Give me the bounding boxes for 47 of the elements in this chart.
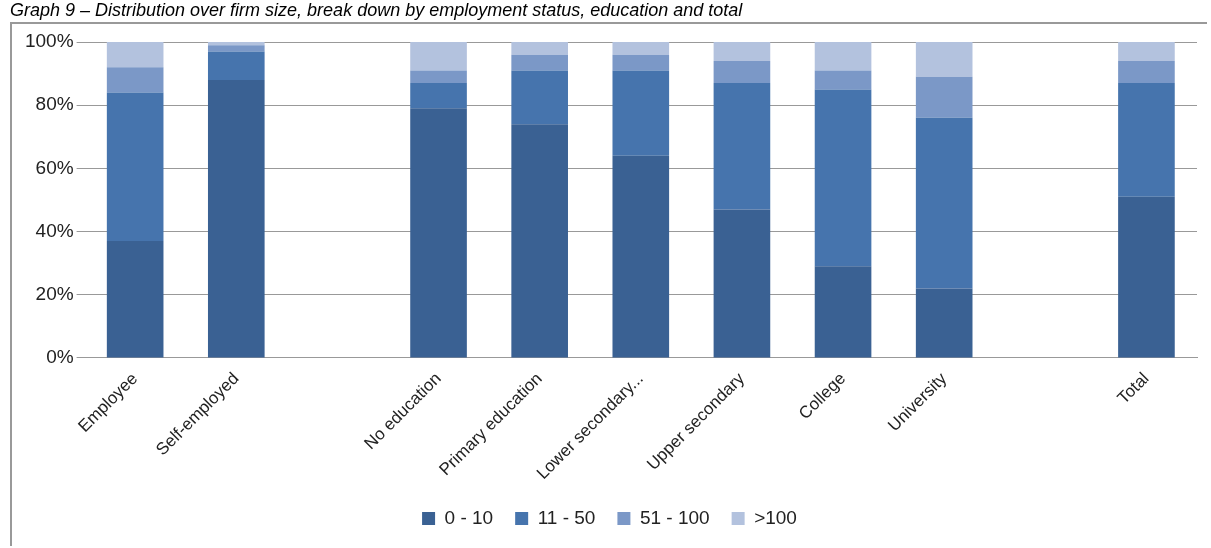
bar — [511, 54, 568, 71]
chart-title: Graph 9 – Distribution over firm size, break down by employment status, education and total — [9, 0, 744, 20]
bar — [511, 70, 568, 125]
bar — [1118, 196, 1175, 358]
bar — [410, 42, 467, 71]
bar — [814, 70, 872, 90]
bar — [410, 83, 467, 109]
y-tick-label: 0% — [46, 346, 74, 368]
bar — [713, 209, 771, 358]
legend-label: >100 — [754, 506, 797, 528]
bar — [612, 42, 670, 55]
legend-label: 51 - 100 — [639, 506, 710, 528]
bar — [612, 54, 670, 71]
bar — [511, 42, 568, 55]
bar — [106, 241, 164, 358]
y-tick-label: 100% — [24, 30, 74, 52]
bar — [207, 45, 265, 52]
bar — [915, 117, 973, 289]
y-tick-label: 80% — [35, 93, 74, 115]
bar — [1118, 60, 1175, 84]
bar — [106, 42, 164, 68]
legend-label: 0 - 10 — [444, 506, 494, 528]
legend-label: 11 - 50 — [537, 506, 596, 528]
y-tick-label: 40% — [35, 219, 74, 241]
bar — [814, 266, 872, 358]
bar — [1118, 83, 1175, 197]
bar — [106, 92, 164, 242]
bar — [915, 76, 973, 118]
bar — [915, 288, 973, 358]
bar — [207, 51, 265, 80]
bar — [612, 155, 670, 358]
bar — [713, 42, 771, 61]
bar — [713, 83, 771, 210]
bar — [106, 67, 164, 93]
bar — [915, 42, 973, 77]
bar — [713, 60, 771, 84]
bar — [207, 42, 265, 46]
bar — [1118, 42, 1175, 61]
bar — [410, 70, 467, 84]
bar — [612, 70, 670, 156]
bar — [207, 79, 265, 358]
bar — [814, 42, 872, 71]
bar — [511, 124, 568, 358]
bar — [410, 108, 467, 358]
y-tick-label: 60% — [35, 156, 74, 178]
bar — [814, 89, 872, 267]
y-tick-label: 20% — [35, 282, 74, 304]
